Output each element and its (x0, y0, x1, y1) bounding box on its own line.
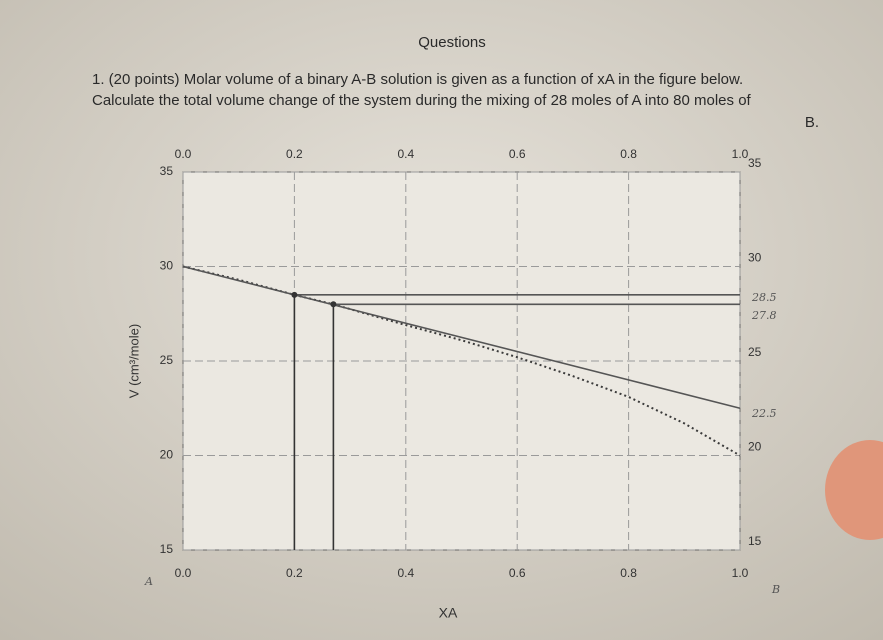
x-tick-label-top: 0.4 (397, 147, 414, 161)
x-tick-label: 0.8 (620, 566, 637, 580)
x-tick-label-top: 1.0 (732, 147, 749, 161)
handwritten-note: B (771, 583, 780, 596)
x-axis-label: XA (439, 605, 458, 621)
x-tick-label-top: 0.8 (620, 147, 637, 161)
y-tick-label-right: 20 (748, 440, 762, 454)
y-tick-label-right: 35 (748, 156, 762, 170)
question-line: Calculate the total volume change of the… (92, 92, 752, 109)
finger (825, 440, 883, 540)
handwritten-note: A (144, 575, 153, 588)
x-tick-label: 1.0 (732, 566, 749, 580)
x-tick-label-top: 0.6 (509, 147, 526, 161)
y-tick-label: 30 (160, 259, 174, 273)
y-tick-label: 35 (160, 164, 174, 178)
y-tick-label-right: 25 (748, 345, 762, 359)
y-tick-label-right: 15 (748, 534, 762, 548)
x-tick-label-top: 0.2 (286, 147, 303, 161)
point-marker (291, 291, 298, 298)
question-line: 1. (20 points) Molar volume of a binary … (92, 71, 743, 88)
y-axis-label: V (cm³/mole) (126, 324, 141, 398)
header-title: Questions (418, 34, 486, 51)
x-tick-label: 0.2 (286, 566, 303, 580)
x-tick-label: 0.4 (397, 566, 414, 580)
point-marker (330, 301, 337, 308)
handwritten-note: 22.5 (751, 407, 777, 420)
data-line (182, 265, 741, 410)
y-tick-label: 20 (160, 448, 174, 462)
question-line: B. (805, 114, 819, 131)
handwritten-note: 28.5 (751, 291, 777, 304)
y-tick-label: 25 (160, 353, 174, 367)
x-tick-label-top: 0.0 (175, 147, 192, 161)
y-tick-label-right: 30 (748, 251, 762, 265)
y-tick-label: 15 (160, 542, 174, 556)
x-tick-label: 0.0 (175, 566, 192, 580)
x-tick-label: 0.6 (509, 566, 526, 580)
handwritten-note: 27.8 (751, 309, 777, 322)
